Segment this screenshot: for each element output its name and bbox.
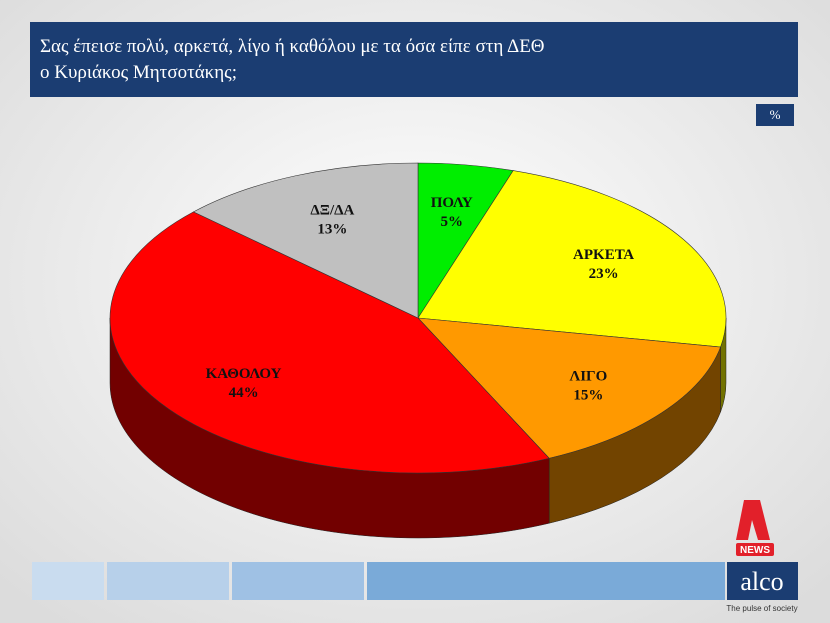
pie-slice xyxy=(417,170,727,348)
unit-badge xyxy=(756,104,794,126)
news-text: NEWS xyxy=(740,545,770,556)
slice-label: ΛΙΓΟ xyxy=(569,369,607,385)
logo-box xyxy=(727,562,798,600)
value-label: 15% xyxy=(573,388,603,404)
slice-label: ΔΞ/ΔΑ xyxy=(310,202,354,218)
header xyxy=(30,22,798,97)
slice-label: ΠΟΛΥ xyxy=(431,195,473,211)
news-badge xyxy=(736,543,774,556)
value-label: 44% xyxy=(229,385,259,401)
pie-slice xyxy=(109,211,550,474)
logo-mark xyxy=(736,500,770,540)
pie-slice xyxy=(192,162,419,319)
pie: ΠΟΛΥ 5% ΑΡΚΕΤΑ 23% ΛΙΓΟ 15% ΚΑΘΟΛΟΥ 44% ΔΞ/ΔΑ 13% xyxy=(109,162,727,539)
chart-title: ο Κυριάκος Μητσοτάκης; xyxy=(40,62,237,83)
unit-label: % xyxy=(770,107,781,122)
footer-block xyxy=(367,562,725,600)
slice-label: ΚΑΘΟΛΟΥ xyxy=(206,366,282,382)
pie-slice xyxy=(417,317,721,459)
value-label: 13% xyxy=(317,221,347,237)
logo-text: alco xyxy=(740,567,783,596)
chart-title: Σας έπεισε πολύ, αρκετά, λίγο ή καθόλου … xyxy=(40,36,545,57)
value-label: 23% xyxy=(589,266,619,282)
slice-label: ΑΡΚΕΤΑ xyxy=(573,247,634,263)
value-label: 5% xyxy=(440,214,463,230)
tagline: The pulse of society xyxy=(726,604,797,613)
footer-block xyxy=(107,562,229,600)
footer-block xyxy=(32,562,104,600)
footer-block xyxy=(232,562,364,600)
